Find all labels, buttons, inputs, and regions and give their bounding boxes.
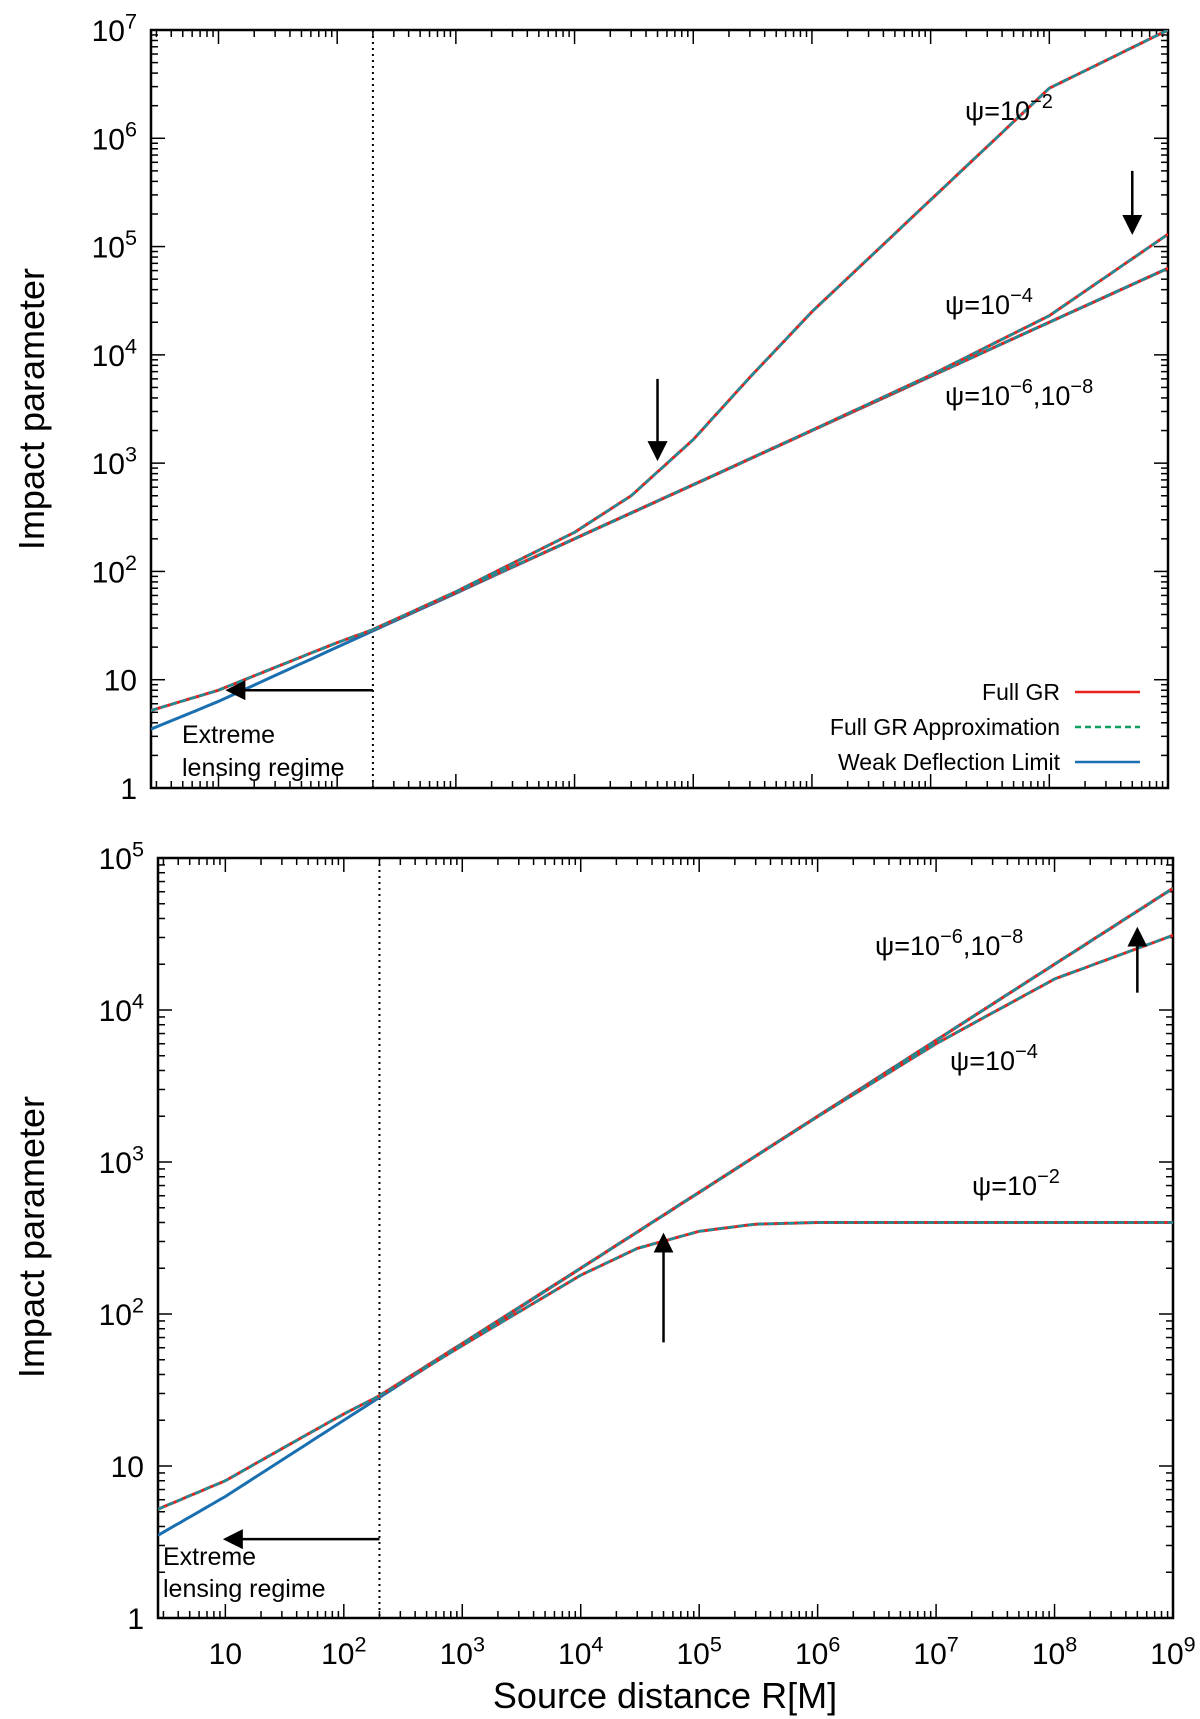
top-y-tick-label: 102 [92, 550, 137, 590]
top-psi-label-p4: ψ=10−4 [945, 285, 1033, 320]
x-tick-label: 104 [558, 1631, 603, 1671]
bottom-plot-frame [156, 856, 1175, 1620]
top-y-tick-label: 105 [92, 225, 137, 265]
x-tick-label: 10 [209, 1638, 242, 1671]
bottom-panel: 1 10 102 103 104 105 10 102 103 104 105 106 107 108 10… [11, 836, 1196, 1671]
x-tick-label: 108 [1032, 1631, 1077, 1671]
bottom-y-tick-label: 10 [111, 1451, 144, 1484]
top-series-approx-psi-1e-4 [372, 233, 1168, 631]
top-psi-label-p2: ψ=10−2 [965, 91, 1053, 126]
legend-entry-weak-deflection-limit: Weak Deflection Limit [838, 749, 1061, 775]
x-axis-label: Source distance R[M] [493, 1675, 837, 1716]
x-tick-label: 105 [676, 1631, 721, 1671]
x-tick-label: 103 [440, 1631, 485, 1671]
top-series-approx-psi-1e-2 [372, 30, 1168, 631]
top-series-full-gr-psi-1e-4 [372, 232, 1168, 631]
bottom-y-tick-label: 103 [99, 1140, 144, 1180]
top-y-axis-label: Impact parameter [11, 268, 52, 550]
bottom-series-approx-psi-1e-4 [378, 934, 1173, 1397]
bottom-regime-label-line1: Extreme [163, 1543, 256, 1571]
x-tick-label: 102 [321, 1631, 366, 1671]
bottom-regime-label-line2: lensing regime [163, 1575, 326, 1603]
top-series-approx-psi-1e-6-1e-8 [151, 267, 1168, 712]
legend-entry-full-gr-approximation: Full GR Approximation [830, 714, 1060, 740]
bottom-y-tick-label: 102 [99, 1292, 144, 1332]
legend-entry-full-gr: Full GR [982, 679, 1060, 705]
top-psi-label-p68: ψ=10−6,10−8 [945, 376, 1093, 411]
bottom-psi-label-p68: ψ=10−6,10−8 [875, 926, 1023, 961]
top-regime-label-line1: Extreme [182, 721, 275, 749]
bottom-series-full-gr-psi-1e-2 [378, 1221, 1173, 1397]
x-tick-label: 106 [795, 1631, 840, 1671]
top-y-tick-label: 103 [92, 442, 137, 482]
top-y-tick-label: 10 [104, 665, 137, 698]
top-series-full-gr-psi-1e-6-1e-8 [151, 266, 1168, 712]
top-y-tick-label: 106 [92, 117, 137, 157]
top-regime-label-line2: lensing regime [182, 754, 345, 782]
top-series-full-gr-psi-1e-2 [372, 30, 1168, 631]
bottom-psi-label-p4: ψ=10−4 [950, 1041, 1038, 1076]
top-y-tick-label: 1 [120, 773, 137, 806]
legend: Full GR Full GR Approximation Weak Defle… [830, 679, 1140, 775]
top-y-tick-label: 104 [92, 333, 137, 373]
bottom-y-tick-label: 1 [127, 1603, 144, 1636]
bottom-series-approx-psi-1e-2 [378, 1221, 1173, 1397]
x-tick-label: 109 [1150, 1631, 1195, 1671]
bottom-y-tick-label: 104 [99, 988, 144, 1028]
bottom-psi-label-p2: ψ=10−2 [972, 1166, 1060, 1201]
top-panel: 1 10 102 103 104 105 106 107 ψ=10−2 ψ=10−4 ψ=10−6… [11, 8, 1170, 806]
bottom-y-tick-label: 105 [99, 836, 144, 876]
top-plot-frame [149, 28, 1170, 790]
bottom-y-axis-label: Impact parameter [11, 1096, 52, 1378]
x-tick-label: 107 [913, 1631, 958, 1671]
top-y-tick-label: 107 [92, 8, 137, 48]
bottom-series-approx-psi-1e-6-1e-8 [158, 887, 1173, 1511]
